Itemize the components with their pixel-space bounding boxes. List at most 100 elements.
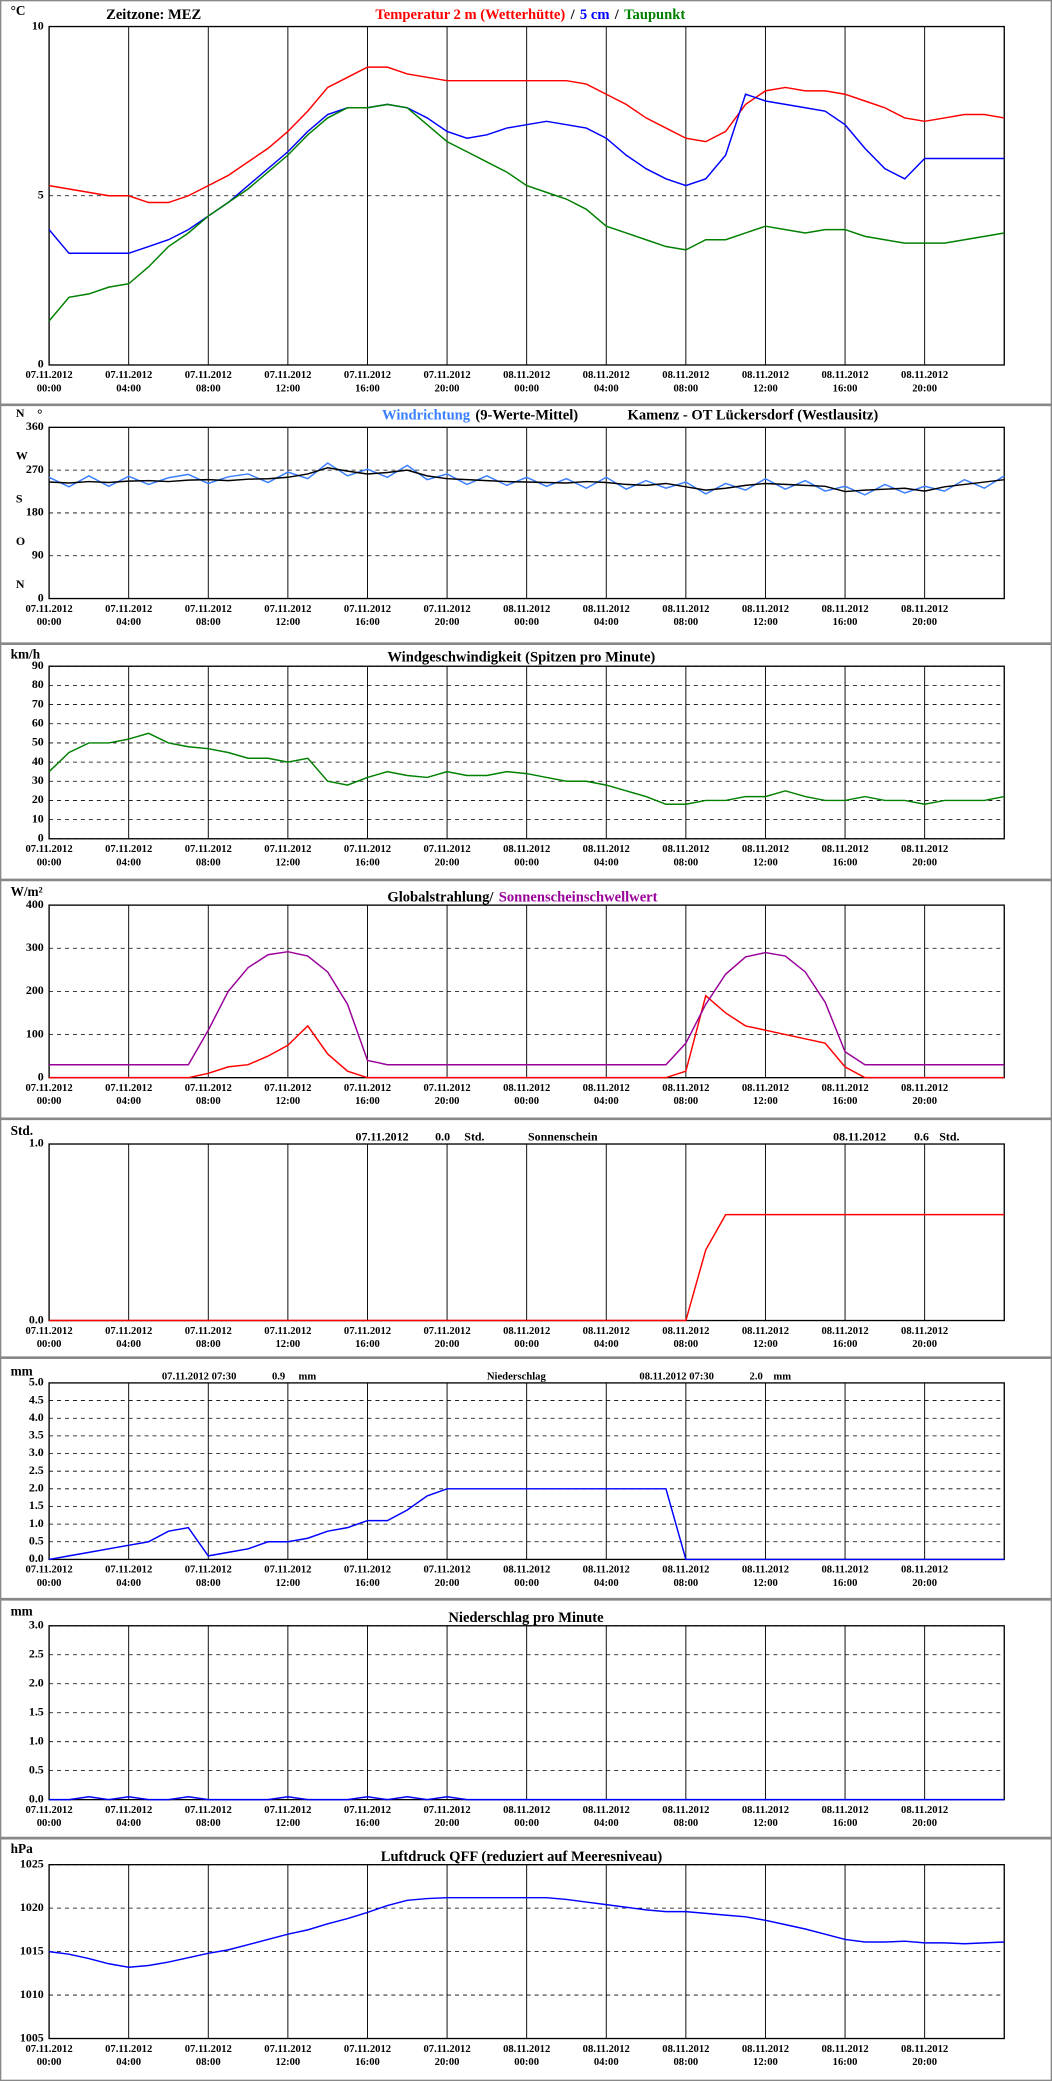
y-tick-label: 0 (38, 1069, 44, 1083)
x-tick-label: 08.11.2012 04:00 (582, 842, 630, 868)
y-tick-label: 5.0 (29, 1375, 44, 1389)
x-tick: 07.11.2012 04:00 (105, 603, 152, 628)
header-text: 08.11.2012 (833, 1129, 886, 1143)
y-tick-label: 1020 (20, 1900, 44, 1914)
header: Globalstrahlung/Sonnenscheinschwellwert (387, 890, 657, 906)
data-line (48, 66, 1005, 204)
x-tick: 07.11.2012 16:00 (344, 369, 391, 394)
x-tick-label: 08.11.2012 12:00 (741, 1324, 790, 1350)
header-text: Std. (939, 1129, 959, 1143)
y-tick-label: 300 (26, 940, 44, 954)
y-tick-label: 3.5 (29, 1428, 44, 1442)
data-line (48, 462, 1005, 496)
y-tick-label: 180 (26, 505, 44, 519)
x-tick-label: 07.11.2012 08:00 (184, 1081, 232, 1107)
x-tick: 07.11.2012 04:00 (105, 1081, 153, 1107)
data-line (49, 994, 1005, 1079)
y-tick-label: 1010 (20, 1987, 44, 2001)
x-tick-label: 08.11.2012 08:00 (662, 1324, 710, 1350)
x-tick: 08.11.2012 12:00 (741, 1324, 790, 1350)
x-tick-label: 08.11.2012 04:00 (582, 602, 630, 628)
x-tick-label: 08.11.2012 00:00 (503, 1081, 551, 1107)
y-tick-label: 80 (32, 677, 44, 691)
x-tick: 07.11.2012 20:00 (423, 842, 471, 868)
x-tick: 07.11.2012 16:00 (344, 843, 391, 868)
x-tick-label: 08.11.2012 12:00 (741, 1563, 790, 1589)
x-tick: 08.11.2012 04:00 (583, 1325, 630, 1350)
header: Temperatur 2 m (Wetterhütte)/5 cm / Taupun… (375, 7, 685, 23)
x-tick-label: 07.11.2012 20:00 (423, 842, 471, 868)
x-tick: 07.11.2012 00:00 (25, 603, 72, 628)
x-tick-label: 08.11.2012 16:00 (821, 2042, 869, 2068)
x-tick-label: 07.11.2012 12:00 (264, 602, 312, 628)
x-tick: 07.11.2012 20:00 (423, 369, 470, 394)
y-tick-label: 30 (32, 773, 44, 787)
y-tick-label: 2.0 (29, 1675, 44, 1689)
x-tick: 08.11.2012 00:00 (503, 1325, 550, 1350)
x-tick-label: 07.11.2012 16:00 (343, 1081, 392, 1107)
x-tick: 08.11.2012 12:00 (742, 603, 789, 628)
y-tick-label: 40 (32, 754, 44, 768)
x-tick-label: 08.11.2012 00:00 (503, 602, 551, 628)
y-tick-label: 200 (26, 983, 44, 997)
x-tick-label: 07.11.2012 08:00 (184, 1324, 232, 1350)
x-tick: 07.11.2012 00:00 (25, 842, 73, 868)
x-tick: 08.11.2012 04:00 (582, 602, 630, 628)
x-tick: 08.11.2012 12:00 (742, 369, 789, 394)
y-tick-label: 0.0 (29, 1312, 44, 1326)
x-tick: 07.11.2012 20:00 (423, 2043, 470, 2068)
x-tick-label: 08.11.2012 08:00 (662, 1803, 710, 1829)
x-tick-label: 08.11.2012 16:00 (821, 1324, 869, 1350)
header-text: mm (773, 1372, 791, 1383)
x-tick-label: 07.11.2012 00:00 (25, 2042, 73, 2068)
x-tick-label: 07.11.2012 00:00 (25, 368, 73, 395)
x-tick-label: 08.11.2012 16:00 (821, 602, 869, 628)
header-text: Sonnenschein (528, 1129, 598, 1143)
data-line (49, 950, 1005, 1066)
x-tick-label: 08.11.2012 00:00 (503, 842, 551, 868)
x-tick: 07.11.2012 12:00 (264, 602, 312, 628)
data-line (49, 467, 1005, 493)
x-tick: 08.11.2012 12:00 (742, 1804, 789, 1829)
compass-label: W (16, 449, 28, 463)
header: 08.11.2012 (833, 1129, 886, 1143)
unit-label: km/h (11, 647, 41, 662)
y-tick-label: 400 (26, 897, 44, 911)
x-tick-label: 07.11.2012 04:00 (105, 1081, 153, 1107)
y-tick-label: 100 (26, 1026, 44, 1040)
x-tick: 08.11.2012 08:00 (662, 2043, 709, 2068)
header-text: 0.6 (914, 1129, 929, 1143)
header-text: Niederschlag (487, 1372, 547, 1383)
x-tick: 07.11.2012 20:00 (423, 1804, 470, 1829)
x-tick-label: 07.11.2012 16:00 (343, 2042, 392, 2068)
x-tick: 07.11.2012 00:00 (25, 1563, 72, 1588)
x-tick-label: 07.11.2012 12:00 (264, 1081, 312, 1107)
y-tick-label: 3.0 (29, 1618, 44, 1632)
x-tick-label: 08.11.2012 16:00 (821, 1803, 869, 1829)
x-tick: 08.11.2012 20:00 (901, 1563, 948, 1588)
x-tick-label: 08.11.2012 20:00 (901, 1803, 949, 1829)
x-tick: 08.11.2012 20:00 (901, 2043, 948, 2068)
x-tick: 08.11.2012 16:00 (821, 843, 868, 868)
header-text: Luftdruck QFF (reduziert auf Meeresnivea… (381, 1849, 663, 1865)
x-tick-label: 08.11.2012 04:00 (582, 2042, 630, 2068)
x-tick-label: 07.11.2012 08:00 (184, 1563, 232, 1589)
x-tick-label: 08.11.2012 16:00 (821, 368, 869, 395)
data-line (49, 1213, 1005, 1322)
y-tick-label: 1.0 (29, 1516, 44, 1530)
x-tick-label: 08.11.2012 12:00 (741, 842, 790, 868)
x-tick: 08.11.2012 20:00 (901, 843, 948, 868)
x-tick-label: 08.11.2012 00:00 (503, 1563, 551, 1589)
x-tick-label: 07.11.2012 04:00 (105, 842, 153, 868)
x-tick: 07.11.2012 12:00 (264, 1081, 312, 1107)
x-tick-label: 07.11.2012 00:00 (25, 842, 73, 868)
x-tick: 07.11.2012 16:00 (344, 1563, 391, 1588)
x-tick: 07.11.2012 08:00 (185, 1804, 232, 1829)
x-tick: 08.11.2012 08:00 (662, 1082, 709, 1107)
header: 0.0 (435, 1129, 450, 1143)
x-tick: 07.11.2012 08:00 (185, 603, 232, 628)
y-tick-label: 90 (32, 658, 44, 672)
x-tick: 08.11.2012 00:00 (503, 369, 550, 394)
header-text: 08.11.2012 07:30 (639, 1372, 714, 1383)
